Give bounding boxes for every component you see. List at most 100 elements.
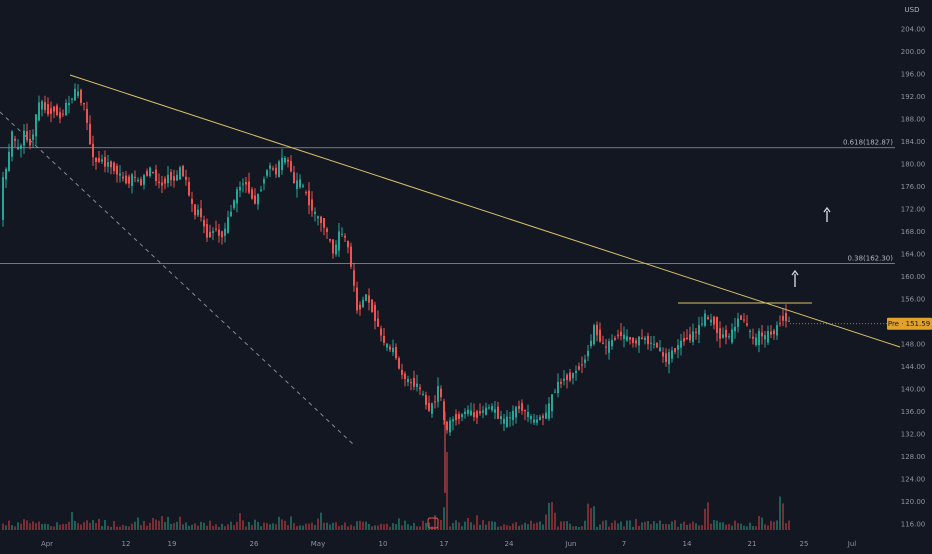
volume-bar — [341, 525, 343, 530]
volume-bar — [491, 521, 493, 530]
volume-bar — [26, 520, 28, 530]
volume-bar — [182, 524, 184, 530]
candle — [131, 172, 133, 194]
volume-bar — [338, 526, 340, 530]
volume-bar — [698, 525, 700, 530]
volume-bar — [47, 524, 49, 530]
candle — [425, 391, 427, 410]
volume-bar — [299, 525, 301, 530]
candle — [191, 191, 193, 213]
volume-bar — [14, 526, 16, 530]
volume-bar — [533, 523, 535, 530]
volume-bar — [593, 506, 595, 530]
candle — [20, 143, 22, 158]
volume-bar — [737, 523, 739, 530]
candle — [671, 346, 673, 363]
volume-bar — [437, 526, 439, 530]
candle — [683, 331, 685, 346]
volume-bar — [185, 522, 187, 530]
fib-level-label: 0.618(182.87) — [843, 139, 893, 147]
volume-bar — [179, 516, 181, 530]
candle — [602, 335, 604, 345]
current-price-tag[interactable]: Pre · 151.59 — [887, 317, 932, 330]
candle — [575, 365, 577, 381]
candle — [620, 323, 622, 341]
candle — [578, 362, 580, 371]
volume-bar — [458, 522, 460, 530]
candle — [305, 190, 307, 196]
candle — [779, 315, 781, 327]
volume-bar — [74, 520, 76, 530]
volume-bar — [122, 524, 124, 530]
volume-bar — [575, 526, 577, 530]
volume-bar — [278, 516, 280, 530]
candle — [119, 165, 121, 183]
volume-bar — [788, 520, 790, 530]
y-tick-label: 148.00 — [901, 340, 926, 348]
candle — [446, 420, 448, 434]
descending-trendline[interactable] — [69, 74, 901, 348]
candle — [194, 204, 196, 220]
candle — [272, 165, 274, 171]
candle — [356, 281, 358, 314]
volume-bar — [365, 521, 367, 530]
candle — [641, 329, 643, 340]
candle — [755, 333, 757, 347]
volume-bar — [608, 526, 610, 530]
candle — [35, 114, 37, 145]
dashed-trendline[interactable] — [0, 111, 356, 447]
candle — [728, 333, 730, 340]
volume-bar — [218, 526, 220, 530]
candle — [746, 314, 748, 327]
candle — [512, 405, 514, 426]
volume-bar — [566, 521, 568, 530]
candle — [467, 405, 469, 417]
candle — [257, 193, 259, 210]
candle — [23, 124, 25, 154]
candle — [419, 384, 421, 395]
up-arrow-icon[interactable] — [791, 269, 799, 287]
volume-bar — [623, 526, 625, 530]
volume-bar — [170, 523, 172, 530]
candle — [593, 323, 595, 346]
volume-bar — [257, 522, 259, 530]
x-tick-label: May — [311, 540, 325, 548]
volume-bar — [755, 526, 757, 530]
candle — [344, 233, 346, 242]
volume-bar — [647, 521, 649, 530]
time-axis[interactable]: Apr 12 19 26 May 10 17 24 Jun 7 14 21 25 Jul — [41, 540, 856, 548]
candle — [140, 176, 142, 186]
price-axis[interactable]: 116.00 120.00 124.00 128.00 132.00 136.00 140.… — [887, 25, 932, 528]
volume-bar — [752, 526, 754, 530]
volume-bar — [284, 520, 286, 530]
candle — [689, 326, 691, 343]
candle — [560, 378, 562, 389]
candle — [26, 123, 28, 143]
candle — [50, 101, 52, 123]
candle — [14, 135, 16, 147]
candle — [668, 348, 670, 374]
volume-bar — [497, 526, 499, 530]
current-price-label: Pre · 151.59 — [888, 320, 930, 328]
volume-bar — [272, 523, 274, 530]
volume-bar — [230, 521, 232, 530]
up-arrow-icon[interactable] — [823, 206, 831, 222]
volume-bar — [602, 520, 604, 530]
candle — [458, 411, 460, 425]
earnings-marker-icon[interactable] — [427, 517, 439, 529]
volume-bar — [485, 524, 487, 530]
candle — [644, 335, 646, 345]
volume-bar — [395, 523, 397, 530]
volume-bar — [332, 522, 334, 530]
y-tick-label: 192.00 — [901, 93, 926, 101]
candle — [731, 323, 733, 345]
candle — [200, 199, 202, 222]
volume-bar — [32, 521, 34, 530]
y-tick-label: 116.00 — [901, 520, 926, 528]
candle — [128, 174, 130, 188]
volume-bar — [167, 516, 169, 530]
candle — [239, 181, 241, 198]
volume-bar — [683, 521, 685, 530]
